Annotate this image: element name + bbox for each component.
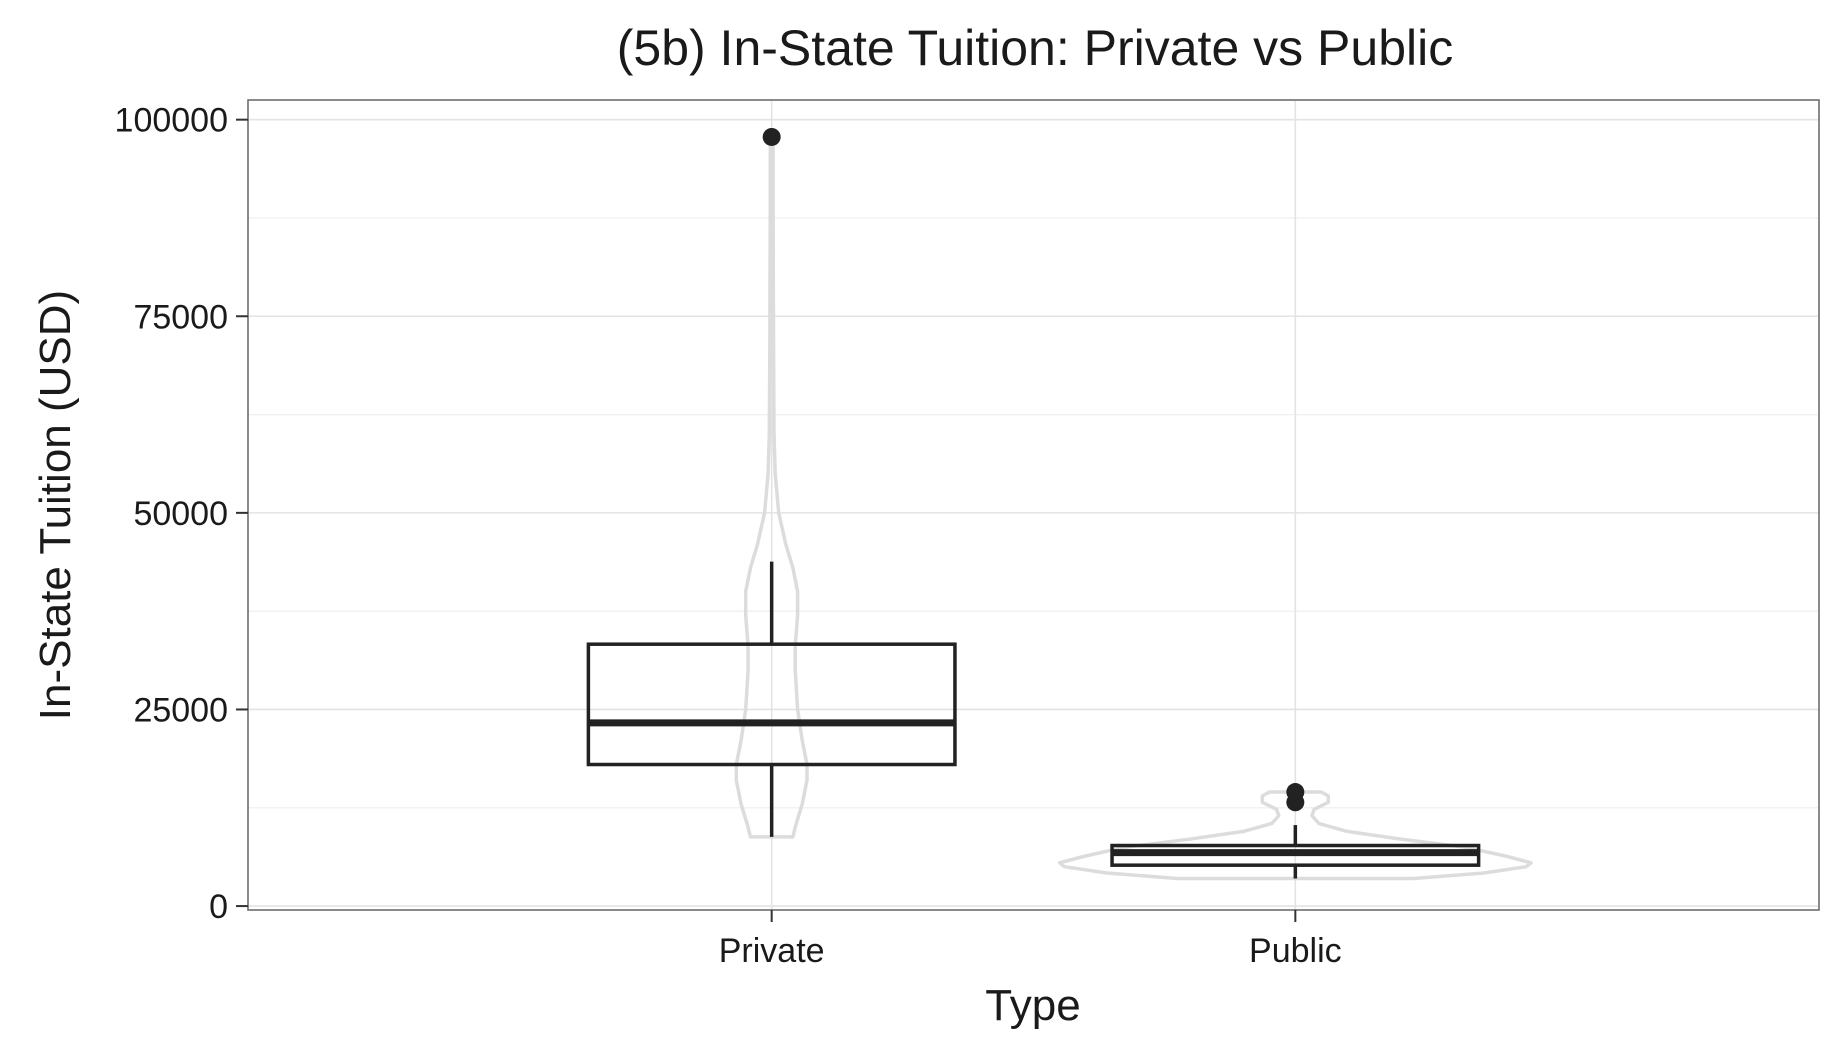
y-axis: 0 25000 50000 75000 100000 (115, 102, 248, 926)
y-axis-title: In-State Tuition (USD) (31, 290, 80, 720)
x-axis-title: Type (985, 981, 1080, 1030)
y-tick-label: 0 (209, 888, 228, 926)
x-tick-label: Private (719, 932, 825, 970)
boxplot-layer (586, 127, 1481, 879)
x-axis: Private Public (719, 910, 1342, 970)
plot-panel (248, 100, 1819, 910)
y-tick-label: 25000 (133, 691, 228, 729)
y-tick-label: 100000 (115, 102, 228, 140)
box-private (586, 642, 957, 767)
x-tick-label: Public (1249, 932, 1342, 970)
outlier-point-public (1286, 783, 1305, 802)
y-tick-label: 75000 (133, 298, 228, 336)
grid-minor (248, 217, 1819, 809)
chart-title: (5b) In-State Tuition: Private vs Public (617, 20, 1453, 76)
plot-panel-border (247, 99, 1820, 911)
y-tick-label: 50000 (133, 495, 228, 533)
outlier-point-private (762, 127, 781, 146)
